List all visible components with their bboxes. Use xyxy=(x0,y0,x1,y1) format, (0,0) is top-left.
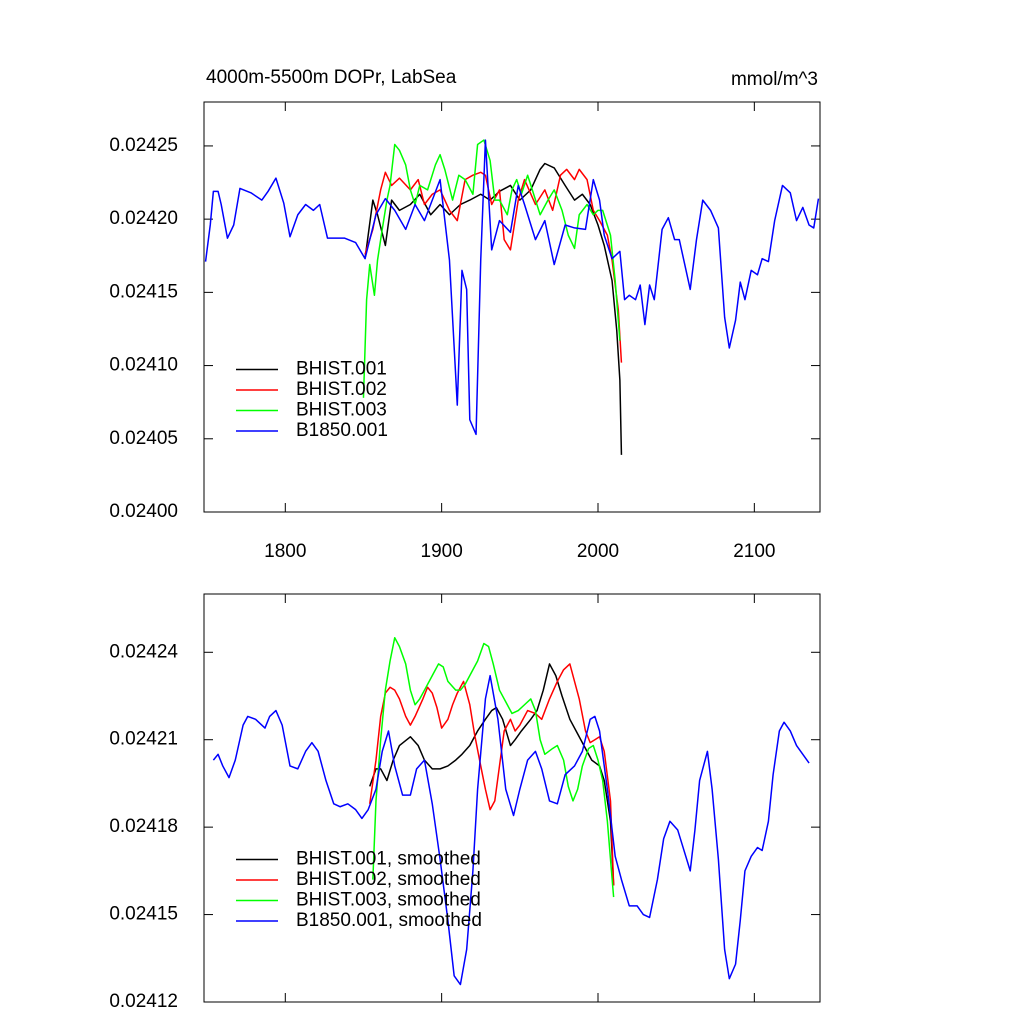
data-line xyxy=(204,139,820,436)
plot-frame xyxy=(203,593,821,1003)
y-tick-label: 0.02424 xyxy=(109,641,178,662)
x-tick-label: 1900 xyxy=(421,541,463,562)
legend-label: BHIST.002 xyxy=(296,379,387,400)
legend-label: BHIST.002, smoothed xyxy=(296,869,481,890)
plot-frame xyxy=(203,101,821,513)
y-tick-label: 0.02418 xyxy=(109,816,178,837)
chart-panel: 4000m-5500m DOPr, LabSea mmol/m^3 0.02400 0… xyxy=(109,67,821,562)
y-tick-label: 0.02405 xyxy=(109,428,178,449)
y-tick-label: 0.02420 xyxy=(109,208,178,229)
legend-label: BHIST.001 xyxy=(296,359,387,380)
data-line xyxy=(372,636,615,898)
y-tick-label: 0.02415 xyxy=(109,281,178,302)
y-tick-label: 0.02412 xyxy=(109,991,178,1012)
legend-label: B1850.001 xyxy=(296,420,388,441)
data-line xyxy=(212,674,810,986)
y-tick-label: 0.02400 xyxy=(109,501,178,522)
data-line xyxy=(368,663,615,886)
data-line xyxy=(364,168,623,363)
chart-title: 4000m-5500m DOPr, LabSea xyxy=(206,67,457,88)
legend-label: B1850.001, smoothed xyxy=(296,910,482,931)
y-tick-label: 0.02410 xyxy=(109,355,178,376)
legend-label: BHIST.001, smoothed xyxy=(296,849,481,870)
data-line xyxy=(362,139,621,398)
data-line xyxy=(364,162,623,455)
x-tick-label: 2100 xyxy=(733,541,775,562)
legend-label: BHIST.003 xyxy=(296,400,387,421)
units-label: mmol/m^3 xyxy=(731,69,818,90)
x-tick-label: 2000 xyxy=(577,541,619,562)
y-tick-label: 0.02415 xyxy=(109,904,178,925)
x-tick-label: 1800 xyxy=(264,541,306,562)
legend-label: BHIST.003, smoothed xyxy=(296,890,481,911)
chart-panel: 0.02412 0.02415 0.02418 0.02421 0.02424 BHIST… xyxy=(109,593,821,1012)
y-tick-label: 0.02425 xyxy=(109,135,178,156)
y-tick-label: 0.02421 xyxy=(109,729,178,750)
